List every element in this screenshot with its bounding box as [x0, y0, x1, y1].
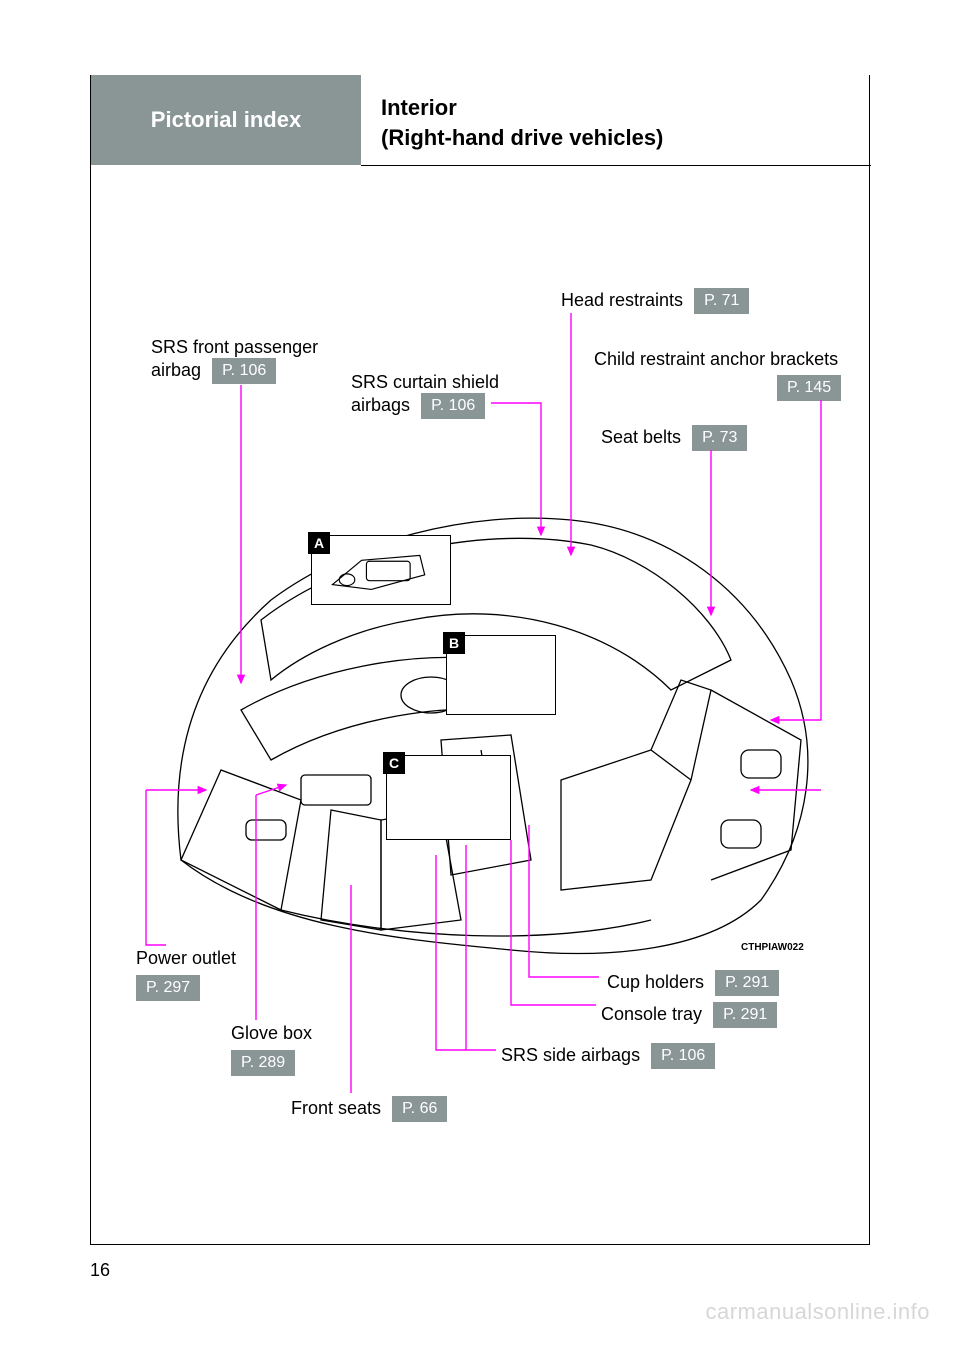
title-line2: (Right-hand drive vehicles) [381, 125, 663, 150]
srs-front-page[interactable]: P. 106 [212, 358, 276, 384]
callout-console-tray: Console tray P. 291 [601, 1002, 777, 1028]
detail-box-a: A [311, 535, 451, 605]
console-tray-page[interactable]: P. 291 [713, 1002, 777, 1028]
page-frame: Pictorial index Interior (Right-hand dri… [90, 75, 870, 1245]
head-restraints-page[interactable]: P. 71 [694, 288, 749, 314]
callout-cup-holders: Cup holders P. 291 [607, 970, 779, 996]
srs-side-page[interactable]: P. 106 [651, 1043, 715, 1069]
detail-a-svg [312, 536, 450, 604]
page-title: Interior (Right-hand drive vehicles) [381, 93, 663, 152]
header-rule [361, 165, 871, 166]
seat-belts-page[interactable]: P. 73 [692, 425, 747, 451]
detail-box-c: C [386, 755, 511, 840]
callout-srs-front-passenger: SRS front passenger airbag P. 106 [151, 337, 318, 384]
srs-side-label: SRS side airbags [501, 1045, 640, 1065]
front-seats-label: Front seats [291, 1098, 381, 1118]
child-restraint-page[interactable]: P. 145 [777, 375, 841, 401]
detail-label-c: C [383, 752, 405, 774]
srs-front-label2: airbag [151, 360, 201, 380]
power-outlet-label: Power outlet [136, 948, 236, 968]
callout-srs-side: SRS side airbags P. 106 [501, 1043, 715, 1069]
cup-holders-page[interactable]: P. 291 [715, 970, 779, 996]
callout-head-restraints: Head restraints P. 71 [561, 288, 749, 314]
child-restraint-label: Child restraint anchor brackets [594, 349, 838, 369]
detail-label-a: A [308, 532, 330, 554]
interior-diagram: A B C [151, 480, 841, 970]
cup-holders-label: Cup holders [607, 972, 704, 992]
callout-front-seats: Front seats P. 66 [291, 1096, 447, 1122]
srs-curtain-label1: SRS curtain shield [351, 372, 499, 392]
title-line1: Interior [381, 95, 457, 120]
image-code: CTHPIAW022 [741, 942, 804, 953]
detail-label-b: B [443, 632, 465, 654]
console-tray-label: Console tray [601, 1004, 702, 1024]
callout-power-outlet: Power outlet [136, 948, 236, 969]
callout-seat-belts: Seat belts P. 73 [601, 425, 747, 451]
srs-curtain-page[interactable]: P. 106 [421, 393, 485, 419]
srs-curtain-label2: airbags [351, 395, 410, 415]
watermark: carmanualsonline.info [705, 1299, 930, 1325]
pictorial-index-tab: Pictorial index [91, 75, 361, 165]
callout-child-restraint: Child restraint anchor brackets [594, 349, 838, 370]
callout-glove-box: Glove box [231, 1023, 312, 1044]
interior-svg [151, 480, 841, 970]
head-restraints-label: Head restraints [561, 290, 683, 310]
tab-label: Pictorial index [151, 107, 301, 133]
srs-front-label1: SRS front passenger [151, 337, 318, 357]
glove-box-label: Glove box [231, 1023, 312, 1043]
glove-box-page[interactable]: P. 289 [231, 1050, 295, 1076]
detail-box-b: B [446, 635, 556, 715]
seat-belts-label: Seat belts [601, 427, 681, 447]
callout-srs-curtain: SRS curtain shield airbags P. 106 [351, 372, 499, 419]
page-number: 16 [90, 1260, 110, 1281]
power-outlet-page[interactable]: P. 297 [136, 975, 200, 1001]
front-seats-page[interactable]: P. 66 [392, 1096, 447, 1122]
